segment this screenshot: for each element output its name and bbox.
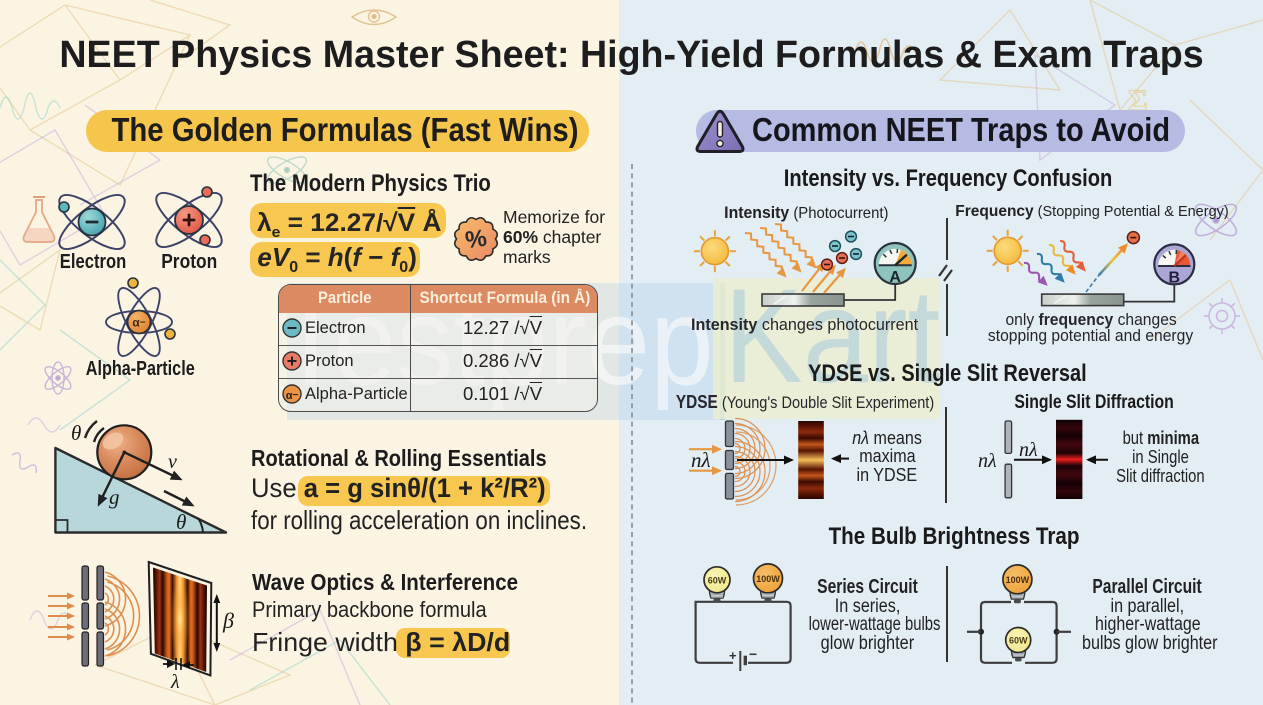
svg-text:60W: 60W bbox=[1009, 635, 1028, 645]
svg-text:60W: 60W bbox=[708, 575, 727, 585]
svg-text:v: v bbox=[168, 451, 177, 473]
svg-text:+: + bbox=[729, 648, 737, 663]
svg-text:θ: θ bbox=[71, 421, 81, 445]
svg-text:β: β bbox=[222, 608, 234, 633]
svg-text:A: A bbox=[889, 269, 901, 286]
svg-text:θ: θ bbox=[176, 510, 186, 534]
svg-text:α−: α− bbox=[132, 316, 145, 330]
svg-text:nλ: nλ bbox=[691, 448, 711, 472]
svg-text:α−: α− bbox=[286, 390, 299, 402]
svg-text:λ: λ bbox=[170, 671, 180, 693]
svg-text:%: % bbox=[464, 225, 489, 255]
svg-text:g: g bbox=[109, 485, 120, 509]
svg-text:100W: 100W bbox=[756, 574, 780, 584]
svg-text:B: B bbox=[1169, 270, 1181, 287]
svg-text:−: − bbox=[749, 646, 757, 662]
svg-text:nλ: nλ bbox=[1019, 439, 1038, 461]
svg-text:Σ: Σ bbox=[1128, 84, 1148, 117]
svg-text:100W: 100W bbox=[1006, 575, 1030, 585]
svg-text:nλ: nλ bbox=[978, 450, 997, 472]
